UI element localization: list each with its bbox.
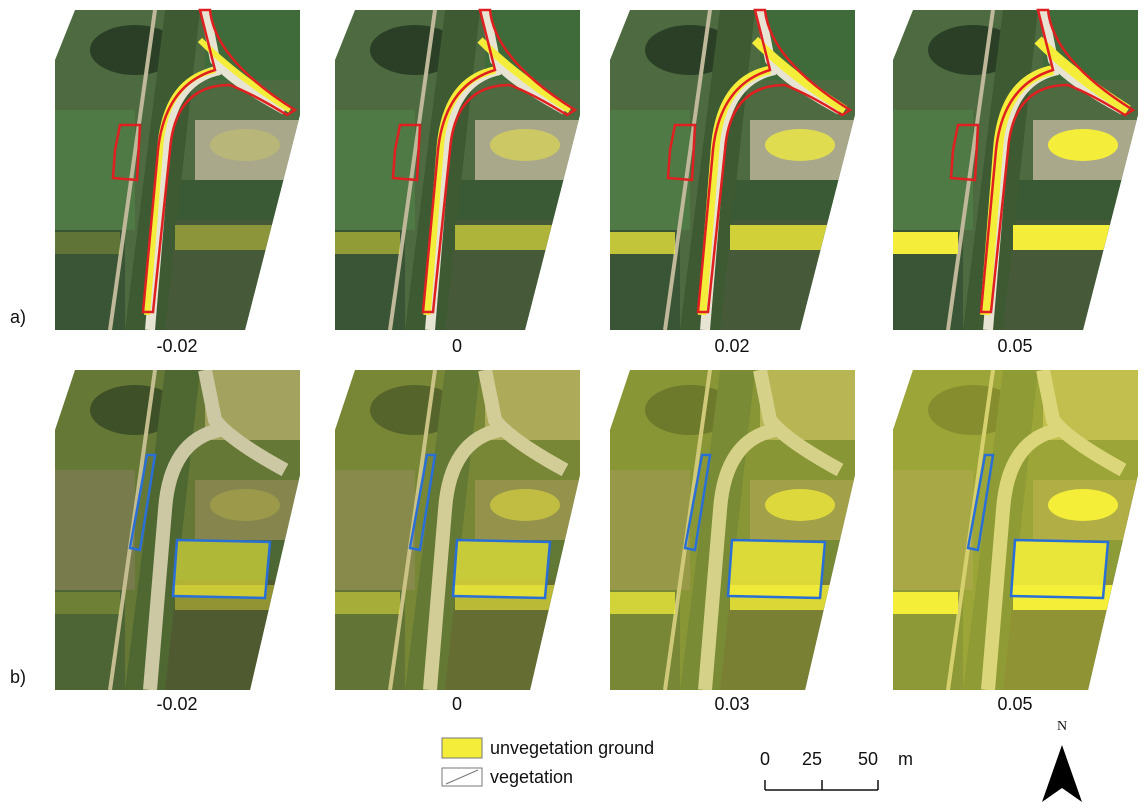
unvegetated-patch [175, 225, 285, 250]
field [893, 110, 973, 230]
unvegetated-patch [765, 129, 835, 161]
field [335, 110, 415, 230]
field [55, 110, 135, 230]
panel-image [55, 10, 305, 330]
panel-image [893, 10, 1143, 330]
map-panel [55, 370, 305, 690]
panel-image [610, 10, 860, 330]
legend-label: unvegetation ground [490, 738, 654, 758]
panel-image [893, 370, 1143, 690]
map-panel [893, 10, 1143, 330]
unvegetated-field [335, 370, 580, 690]
unvegetated-patch [490, 129, 560, 161]
threshold-label: 0 [452, 694, 462, 714]
map-panel [55, 10, 305, 330]
unvegetated-patch [610, 232, 675, 254]
north-label: N [1057, 719, 1067, 734]
north-arrow [1042, 745, 1082, 802]
panel-image [335, 370, 585, 690]
scale-label: 50 [858, 749, 878, 769]
panel-image [55, 370, 305, 690]
row-label: b) [10, 667, 26, 687]
unvegetated-field [1011, 540, 1108, 598]
unvegetated-patch [730, 225, 840, 250]
unvegetated-field [453, 540, 550, 598]
row-label: a) [10, 307, 26, 327]
unvegetated-patch [55, 232, 120, 254]
field [610, 110, 690, 230]
unvegetated-patch [455, 225, 565, 250]
map-panel [335, 370, 585, 690]
unvegetated-field [173, 540, 270, 598]
threshold-label: 0.05 [997, 694, 1032, 714]
unvegetated-field [55, 370, 300, 690]
panel-image [335, 10, 585, 330]
map-panel [610, 370, 860, 690]
panel-image [610, 370, 860, 690]
threshold-label: -0.02 [156, 694, 197, 714]
threshold-label: -0.02 [156, 336, 197, 356]
legend-swatch [442, 738, 482, 758]
unvegetated-patch [210, 129, 280, 161]
unvegetated-field [893, 370, 1138, 690]
threshold-label: 0.05 [997, 336, 1032, 356]
legend-label: vegetation [490, 767, 573, 787]
figure: a) -0.02 0 0.02 0.05 b) -0.02 0 0.03 0.05 unvegeta… [0, 0, 1147, 805]
threshold-label: 0.03 [714, 694, 749, 714]
map-panel [610, 10, 860, 330]
field [1013, 180, 1143, 220]
field [455, 180, 585, 220]
unvegetated-patch [335, 232, 400, 254]
unvegetated-field [728, 540, 825, 598]
threshold-label: 0.02 [714, 336, 749, 356]
scale-unit: m [898, 749, 913, 769]
field [175, 180, 305, 220]
scale-label: 25 [802, 749, 822, 769]
unvegetated-field [610, 370, 855, 690]
field [730, 180, 860, 220]
unvegetated-patch [1048, 129, 1118, 161]
scale-label: 0 [760, 749, 770, 769]
unvegetated-patch [893, 232, 958, 254]
unvegetated-patch [1013, 225, 1123, 250]
map-panel [335, 10, 585, 330]
threshold-label: 0 [452, 336, 462, 356]
map-panel [893, 370, 1143, 690]
